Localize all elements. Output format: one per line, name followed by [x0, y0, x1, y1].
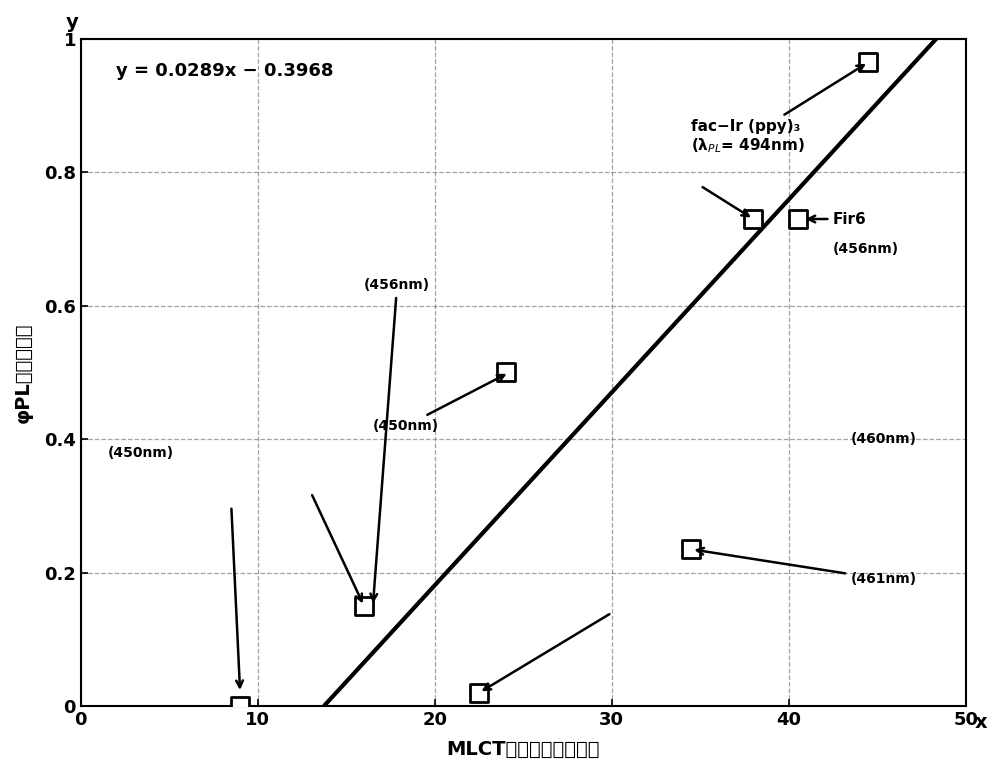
Text: fac−Ir (ppy)₃
(λ$_{PL}$= 494nm): fac−Ir (ppy)₃ (λ$_{PL}$= 494nm)	[691, 65, 864, 155]
Point	[356, 600, 372, 612]
Text: y = 0.0289x − 0.3968: y = 0.0289x − 0.3968	[116, 62, 334, 80]
Point	[683, 543, 699, 556]
Y-axis label: φPL（実験値）: φPL（実験値）	[14, 322, 33, 423]
Point	[860, 56, 876, 68]
Point	[232, 700, 248, 713]
Text: (450nm): (450nm)	[373, 375, 504, 433]
Text: x: x	[975, 713, 987, 732]
Text: (456nm): (456nm)	[833, 243, 899, 257]
Point	[471, 686, 487, 699]
Point	[790, 213, 806, 225]
Text: (450nm): (450nm)	[107, 445, 174, 460]
X-axis label: MLCT性（計算値），％: MLCT性（計算値），％	[447, 740, 600, 759]
Text: (460nm): (460nm)	[851, 432, 917, 446]
Text: Fir6: Fir6	[808, 212, 867, 226]
Text: (456nm): (456nm)	[364, 278, 430, 601]
Text: (461nm): (461nm)	[697, 548, 917, 587]
Text: y: y	[66, 13, 78, 32]
Point	[745, 213, 761, 225]
Point	[498, 366, 514, 379]
